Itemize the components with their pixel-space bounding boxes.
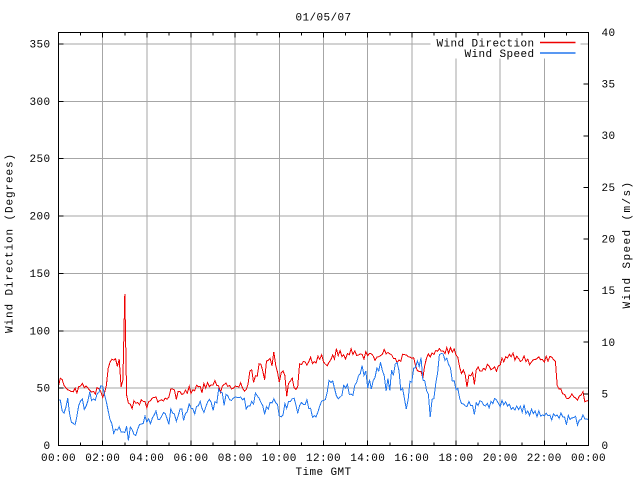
svg-text:200: 200	[29, 212, 50, 224]
svg-text:40: 40	[602, 28, 616, 40]
svg-text:Time GMT: Time GMT	[295, 467, 351, 479]
svg-text:22:00: 22:00	[527, 453, 562, 465]
svg-text:Wind Direction: Wind Direction	[436, 39, 534, 51]
svg-text:0: 0	[602, 441, 609, 453]
svg-text:16:00: 16:00	[394, 453, 429, 465]
svg-text:30: 30	[602, 131, 616, 143]
svg-text:20: 20	[602, 235, 616, 247]
svg-text:35: 35	[602, 80, 616, 92]
svg-text:18:00: 18:00	[438, 453, 473, 465]
svg-text:10:00: 10:00	[262, 453, 297, 465]
svg-text:08:00: 08:00	[218, 453, 253, 465]
svg-text:02:00: 02:00	[85, 453, 120, 465]
svg-text:350: 350	[29, 40, 50, 52]
svg-text:250: 250	[29, 154, 50, 166]
svg-text:25: 25	[602, 183, 616, 195]
svg-text:Wind Speed: Wind Speed	[464, 49, 534, 61]
svg-text:04:00: 04:00	[129, 453, 164, 465]
svg-text:50: 50	[36, 384, 50, 396]
svg-text:150: 150	[29, 269, 50, 281]
svg-text:Wind Direction (Degrees): Wind Direction (Degrees)	[5, 153, 17, 333]
svg-text:20:00: 20:00	[483, 453, 518, 465]
svg-text:14:00: 14:00	[350, 453, 385, 465]
svg-text:12:00: 12:00	[306, 453, 341, 465]
svg-text:06:00: 06:00	[173, 453, 208, 465]
svg-text:10: 10	[602, 338, 616, 350]
svg-text:00:00: 00:00	[571, 453, 606, 465]
svg-text:100: 100	[29, 326, 50, 338]
svg-text:01/05/07: 01/05/07	[295, 13, 351, 25]
svg-text:00:00: 00:00	[41, 453, 76, 465]
svg-text:5: 5	[602, 389, 609, 401]
svg-text:15: 15	[602, 286, 616, 298]
svg-text:0: 0	[43, 441, 50, 453]
svg-text:300: 300	[29, 97, 50, 109]
svg-text:Wind Speed (m/s): Wind Speed (m/s)	[622, 180, 634, 308]
